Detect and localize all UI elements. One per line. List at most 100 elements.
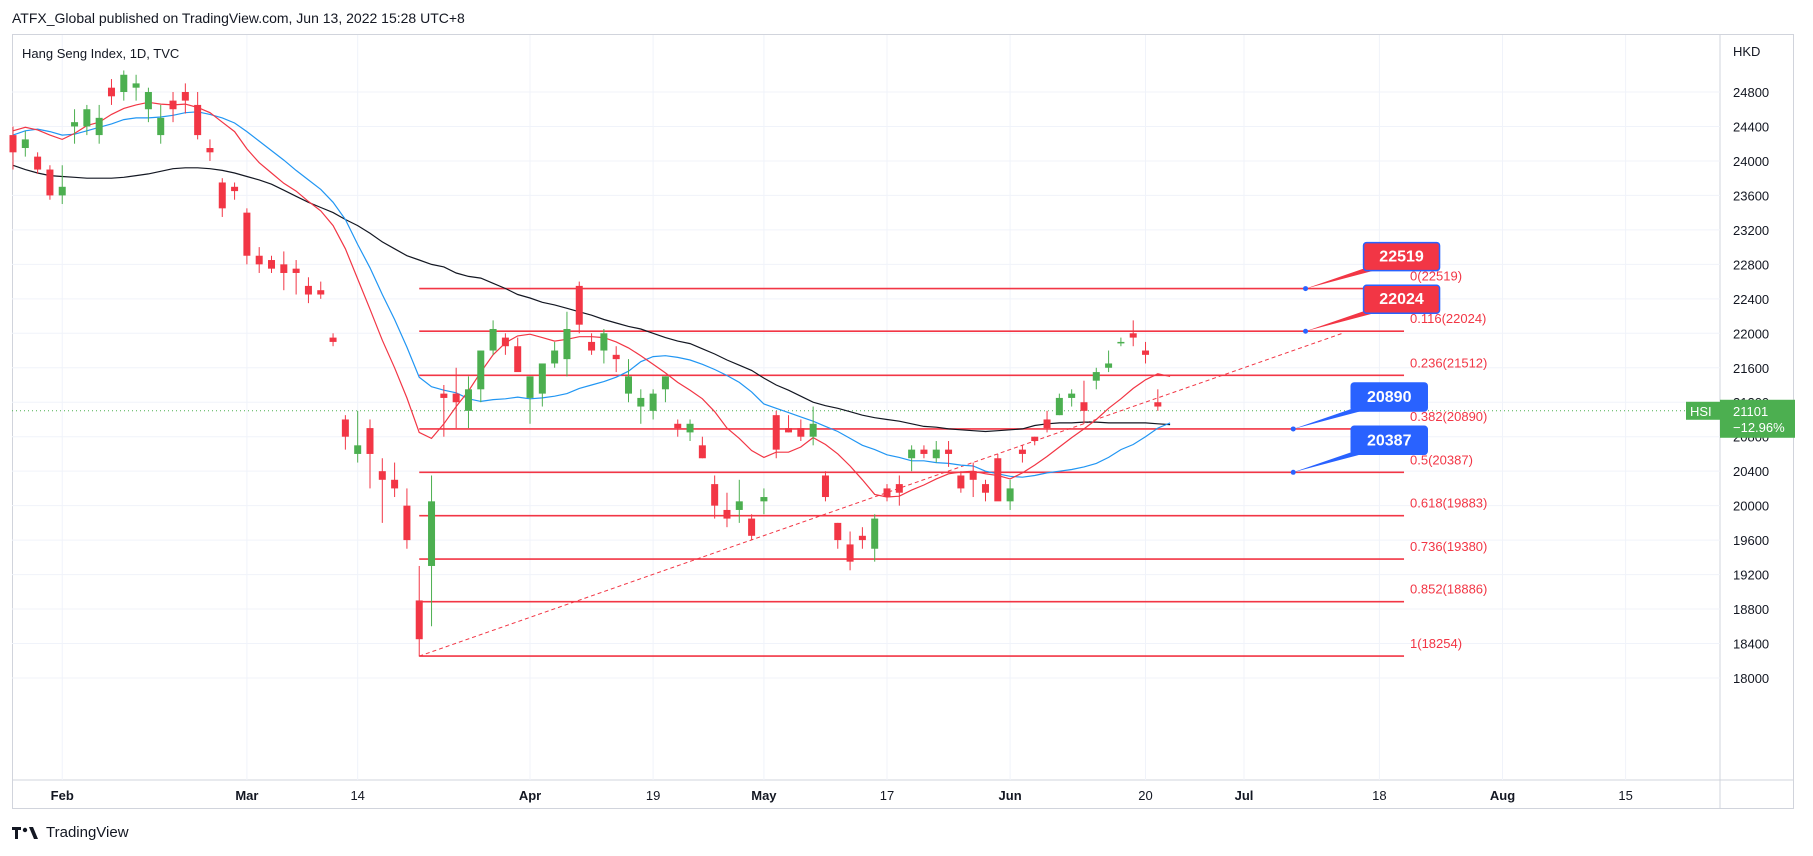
fib-level-label: 0.618(19883) — [1410, 496, 1487, 511]
candle — [1043, 410, 1051, 433]
fib-level-label: 0.236(21512) — [1410, 355, 1487, 370]
y-tick-label: 24000 — [1733, 154, 1769, 169]
candle — [9, 126, 17, 170]
candle — [120, 70, 128, 101]
candle — [797, 419, 805, 442]
x-tick-label: Mar — [235, 788, 258, 803]
candle — [464, 376, 472, 429]
candle — [477, 350, 485, 403]
time-axis: Feb Mar 14 Apr 19 May 17 Jun 20 Jul 18 Aug 15 — [51, 788, 1633, 803]
x-tick-label: 20 — [1138, 788, 1152, 803]
candle — [772, 410, 780, 459]
last-price-value: 21101 — [1733, 404, 1768, 419]
candle — [1080, 380, 1088, 424]
candle — [858, 527, 866, 549]
x-tick-label: 18 — [1372, 788, 1386, 803]
y-tick-label: 18000 — [1733, 671, 1769, 686]
candle — [1117, 337, 1125, 347]
candle — [169, 92, 177, 123]
candle — [834, 522, 842, 549]
candle — [83, 104, 91, 136]
candle — [317, 281, 325, 299]
candle — [883, 484, 891, 502]
candle — [661, 376, 669, 403]
publish-info: ATFX_Global published on TradingView.com… — [12, 10, 465, 26]
candle — [760, 488, 768, 515]
candle — [612, 346, 620, 373]
candle — [440, 385, 448, 437]
x-tick-label: Feb — [51, 788, 74, 803]
x-tick-label: Jun — [999, 788, 1022, 803]
candle — [194, 92, 202, 140]
candle — [1006, 479, 1014, 510]
price-callout: 22519 — [1303, 241, 1441, 292]
fib-level-label: 0.736(19380) — [1410, 539, 1487, 554]
moving-averages — [12, 101, 1171, 498]
y-tick-label: 20000 — [1733, 499, 1769, 514]
candle — [181, 83, 189, 114]
candle — [255, 247, 263, 273]
y-tick-label: 18400 — [1733, 637, 1769, 652]
candle — [994, 453, 1002, 502]
fib-level-label: 0.5(20387) — [1410, 452, 1473, 467]
trend-line — [419, 332, 1343, 657]
candle — [526, 376, 534, 424]
candle — [981, 479, 989, 502]
fib-level-label: 1(18254) — [1410, 636, 1462, 651]
candle — [1018, 445, 1026, 463]
candle — [945, 441, 953, 467]
chart-title: Hang Seng Index, 1D, TVC — [22, 46, 179, 61]
candle — [575, 281, 583, 334]
y-tick-label: 19600 — [1733, 533, 1769, 548]
y-tick-label: 23600 — [1733, 188, 1769, 203]
candle — [821, 471, 829, 502]
fibonacci-retracement: 0(22519) 0.116(22024) 0.236(21512) 0.382(20… — [419, 269, 1487, 657]
y-tick-label: 22800 — [1733, 257, 1769, 272]
candle — [1105, 350, 1113, 373]
candle — [649, 389, 657, 420]
price-callout: 20890 — [1290, 382, 1428, 432]
currency-label: HKD — [1733, 44, 1760, 59]
candle — [871, 514, 879, 562]
y-tick-label: 19200 — [1733, 568, 1769, 583]
svg-text:22024: 22024 — [1379, 291, 1424, 308]
candle — [21, 130, 29, 157]
candle — [341, 415, 349, 450]
candle — [588, 333, 596, 355]
candle — [785, 415, 793, 433]
svg-text:22519: 22519 — [1379, 249, 1424, 266]
price-callouts: 22519 22024 20890 20387 — [1290, 241, 1441, 475]
candle — [501, 333, 509, 355]
candle — [144, 87, 152, 123]
candle — [231, 182, 239, 200]
candle — [428, 475, 436, 627]
footer-brand: TradingView — [46, 824, 129, 841]
x-tick-label: May — [751, 788, 777, 803]
symbol-tag — [1686, 401, 1720, 420]
x-tick-label: 15 — [1618, 788, 1632, 803]
x-tick-label: Aug — [1490, 788, 1515, 803]
y-tick-label: 24400 — [1733, 119, 1769, 134]
candle — [1068, 389, 1076, 407]
candle — [304, 277, 312, 304]
candle — [908, 445, 916, 472]
candle — [206, 139, 214, 161]
y-tick-label: 24800 — [1733, 85, 1769, 100]
candle — [723, 492, 731, 528]
svg-text:20387: 20387 — [1367, 432, 1412, 449]
ema-red-line — [12, 101, 1171, 498]
candle — [95, 104, 103, 144]
candle — [846, 531, 854, 571]
x-tick-label: Apr — [519, 788, 541, 803]
price-callout: 22024 — [1303, 284, 1441, 334]
candle — [268, 255, 276, 273]
candle — [625, 359, 632, 403]
candle — [1129, 320, 1137, 347]
candle — [452, 367, 460, 429]
candle — [403, 488, 411, 549]
symbol-label: HSI — [1690, 404, 1712, 419]
candle — [538, 363, 546, 407]
price-callout: 20387 — [1290, 425, 1428, 475]
candle — [895, 475, 903, 506]
